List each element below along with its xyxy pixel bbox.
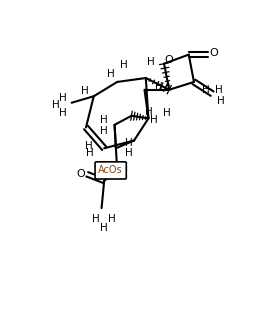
- Text: H: H: [125, 138, 133, 148]
- Text: H: H: [59, 108, 67, 118]
- Text: H: H: [145, 107, 152, 117]
- Text: H: H: [100, 115, 108, 125]
- Text: H: H: [120, 60, 128, 70]
- Text: O: O: [209, 48, 218, 58]
- Text: H: H: [100, 126, 108, 136]
- Text: O: O: [76, 169, 85, 179]
- Text: H: H: [107, 69, 115, 79]
- FancyBboxPatch shape: [95, 162, 126, 179]
- Text: H: H: [85, 141, 92, 151]
- Text: H: H: [215, 85, 222, 95]
- Text: H: H: [218, 96, 225, 107]
- Text: H: H: [202, 85, 210, 95]
- Text: H: H: [100, 223, 108, 233]
- Text: H: H: [147, 57, 155, 68]
- Text: H: H: [150, 115, 158, 125]
- Text: H: H: [125, 148, 133, 158]
- Text: H: H: [81, 86, 89, 96]
- Text: H: H: [155, 82, 163, 92]
- Text: H: H: [108, 213, 116, 224]
- Text: AcOs: AcOs: [98, 165, 123, 175]
- Text: H: H: [93, 213, 100, 224]
- Text: H: H: [86, 148, 94, 158]
- Text: H: H: [59, 92, 67, 102]
- Text: H: H: [163, 108, 170, 118]
- Text: H: H: [52, 100, 60, 110]
- Text: O: O: [165, 55, 174, 65]
